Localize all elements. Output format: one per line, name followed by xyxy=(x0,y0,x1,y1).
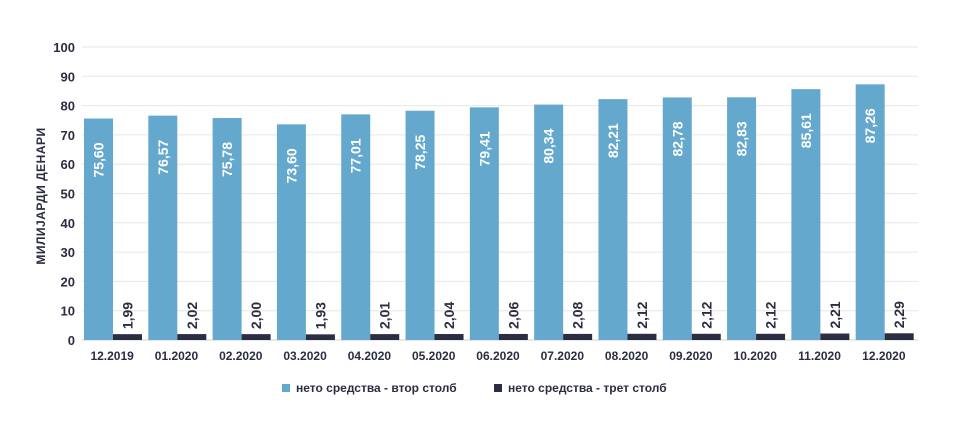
data-label-series-2: 2,29 xyxy=(891,301,907,328)
legend-item-series-2: нето средства - трет столб xyxy=(494,381,667,395)
data-label-series-2: 2,02 xyxy=(184,302,200,329)
bar-series-1 xyxy=(212,117,242,340)
bar-series-2 xyxy=(370,334,400,340)
x-axis-ticks: 12.2019 01.2020 02.2020 03.2020 04.2020 05.20… xyxy=(90,349,905,363)
legend-label-series-1: нето средства - втор столб xyxy=(296,381,457,395)
data-label-series-1: 85,61 xyxy=(798,113,814,148)
data-label-series-1: 79,41 xyxy=(476,131,492,166)
data-label-series-1: 82,78 xyxy=(669,121,685,156)
data-label-series-1: 75,60 xyxy=(91,142,107,177)
data-label-series-2: 2,12 xyxy=(763,301,779,328)
x-tick-label: 10.2020 xyxy=(734,349,778,363)
data-label-series-2: 2,00 xyxy=(248,302,264,329)
data-label-series-2: 1,99 xyxy=(120,302,136,329)
bar-series-1 xyxy=(84,118,113,340)
bar-series-1 xyxy=(598,99,628,341)
bar-series-1 xyxy=(855,84,885,340)
bar-series-2 xyxy=(305,334,335,340)
data-label-series-1: 77,01 xyxy=(348,138,364,173)
bar-series-2 xyxy=(884,333,914,340)
x-tick-label: 04.2020 xyxy=(348,349,392,363)
bar-series-2 xyxy=(691,333,721,340)
bar-series-1 xyxy=(469,107,499,340)
bar-series-2 xyxy=(177,334,207,340)
y-tick-label: 80 xyxy=(61,99,75,114)
x-tick-label: 09.2020 xyxy=(669,349,713,363)
y-tick-label: 90 xyxy=(61,69,75,84)
y-tick-label: 50 xyxy=(61,187,75,202)
bar-series-2 xyxy=(498,333,528,340)
bar-series-1 xyxy=(405,110,435,340)
data-label-series-1: 82,21 xyxy=(605,123,621,158)
bar-series-2 xyxy=(113,334,142,340)
data-label-series-1: 87,26 xyxy=(862,108,878,143)
bar-series-2 xyxy=(563,333,593,340)
data-label-series-1: 76,57 xyxy=(155,139,171,174)
data-label-series-1: 73,60 xyxy=(283,148,299,183)
y-axis-ticks: 0 10 20 30 40 50 60 70 80 90 100 xyxy=(53,40,75,348)
data-label-series-2: 1,93 xyxy=(312,302,328,329)
y-tick-label: 10 xyxy=(61,304,75,319)
x-tick-label: 01.2020 xyxy=(155,349,199,363)
data-label-series-1: 80,34 xyxy=(541,128,557,163)
y-tick-label: 40 xyxy=(61,216,75,231)
legend-swatch-series-1 xyxy=(282,384,290,392)
x-tick-label: 02.2020 xyxy=(219,349,263,363)
bar-series-2 xyxy=(434,334,464,340)
y-tick-label: 0 xyxy=(68,333,75,348)
y-tick-label: 30 xyxy=(61,245,75,260)
bars: 75,60 1,99 76,57 2,02 75,78 2,00 73,60 1,93 77,0… xyxy=(84,84,914,341)
x-tick-label: 07.2020 xyxy=(541,349,585,363)
bar-series-1 xyxy=(662,97,692,341)
x-tick-label: 12.2020 xyxy=(862,349,906,363)
bar-series-2 xyxy=(241,334,271,340)
data-label-series-2: 2,06 xyxy=(505,302,521,329)
y-tick-label: 60 xyxy=(61,157,75,172)
x-tick-label: 11.2020 xyxy=(798,349,841,363)
data-label-series-2: 2,12 xyxy=(698,301,714,328)
y-tick-label: 100 xyxy=(53,40,75,55)
legend-swatch-series-2 xyxy=(494,384,502,392)
x-tick-label: 12.2019 xyxy=(90,349,134,363)
bar-series-1 xyxy=(276,124,306,341)
bar-series-1 xyxy=(727,97,757,340)
data-label-series-2: 2,01 xyxy=(377,302,393,329)
y-tick-label: 20 xyxy=(61,274,75,289)
y-tick-label: 70 xyxy=(61,128,75,143)
y-axis-label: МИЛИЈАРДИ ДЕНАРИ xyxy=(34,127,48,264)
bar-series-2 xyxy=(756,333,786,340)
bar-series-1 xyxy=(341,114,371,340)
data-label-series-2: 2,12 xyxy=(634,301,650,328)
x-tick-label: 08.2020 xyxy=(605,349,649,363)
data-label-series-2: 2,08 xyxy=(570,301,586,328)
bar-series-2 xyxy=(627,333,657,340)
bar-series-1 xyxy=(791,89,821,341)
x-tick-label: 06.2020 xyxy=(476,349,520,363)
bar-series-1 xyxy=(534,104,564,341)
data-label-series-1: 78,25 xyxy=(412,135,428,170)
bar-series-1 xyxy=(148,115,178,340)
x-tick-label: 05.2020 xyxy=(412,349,456,363)
x-tick-label: 03.2020 xyxy=(283,349,327,363)
data-label-series-1: 75,78 xyxy=(219,142,235,177)
data-label-series-2: 2,04 xyxy=(441,302,457,329)
bar-series-2 xyxy=(820,333,850,340)
legend-label-series-2: нето средства - трет столб xyxy=(508,381,667,395)
legend: нето средства - втор столб нето средства… xyxy=(282,381,667,395)
legend-item-series-1: нето средства - втор столб xyxy=(282,381,457,395)
data-label-series-1: 82,83 xyxy=(734,121,750,156)
data-label-series-2: 2,21 xyxy=(827,301,843,328)
